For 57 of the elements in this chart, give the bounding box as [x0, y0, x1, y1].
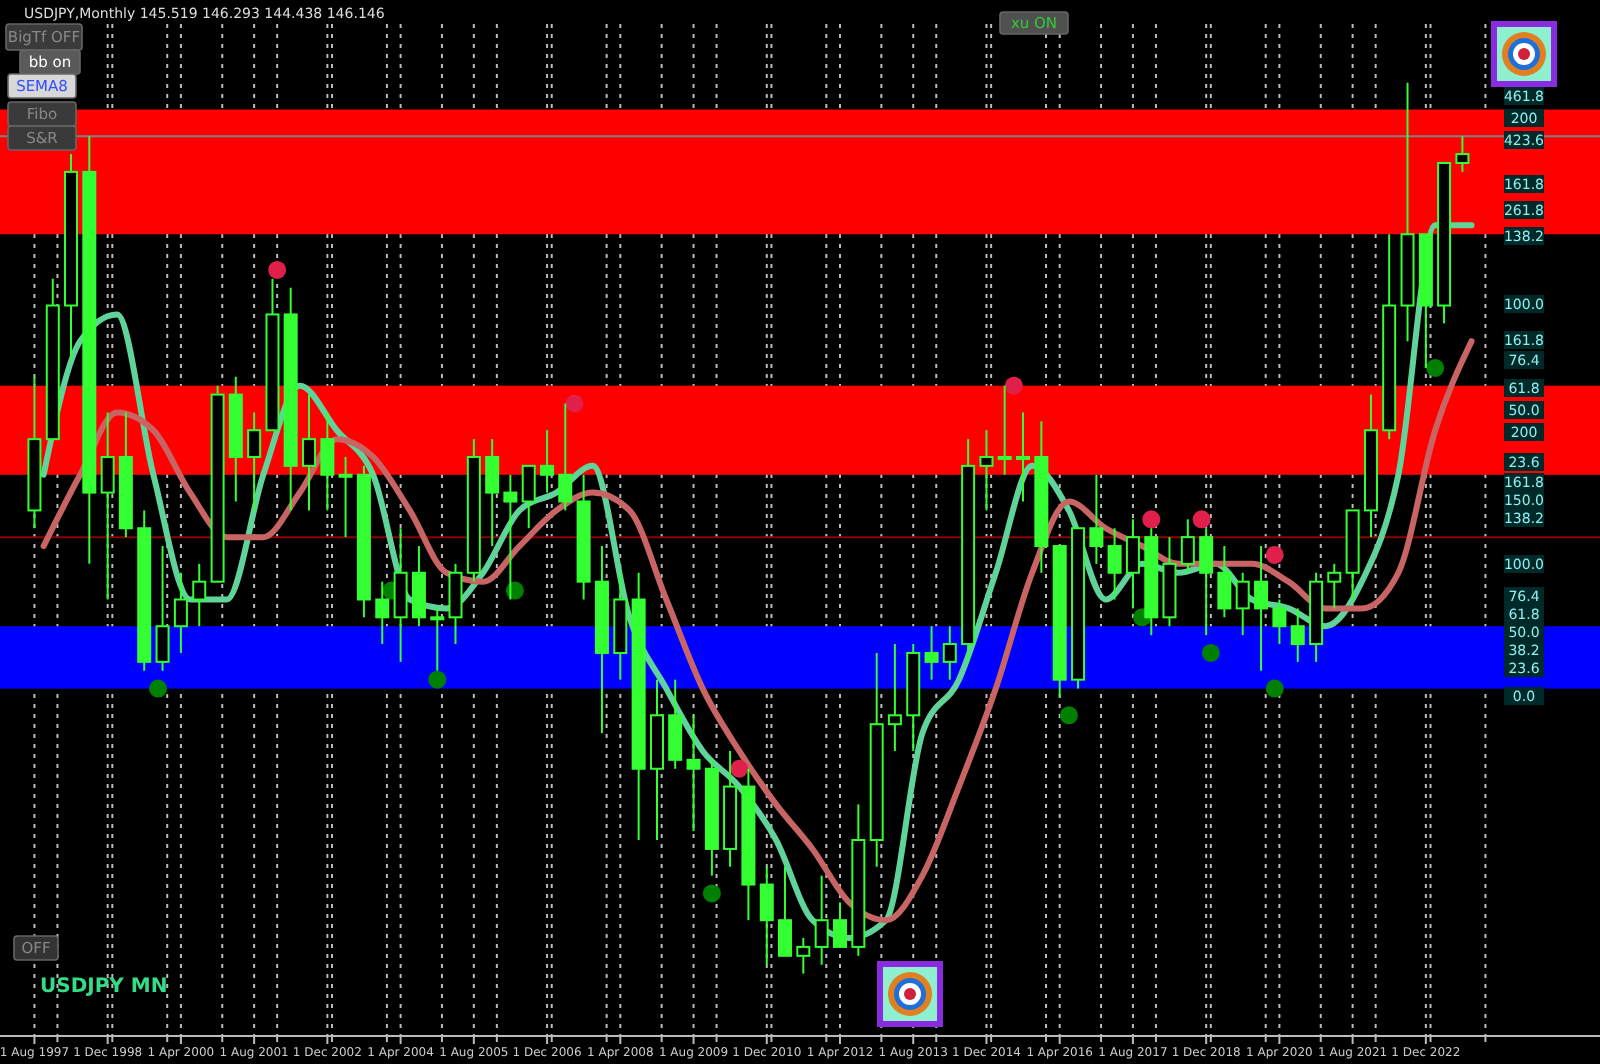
- candlestick: [448, 562, 463, 646]
- candlestick: [247, 411, 262, 512]
- candlestick: [668, 678, 683, 770]
- point: [1201, 643, 1220, 662]
- candlestick: [1327, 562, 1342, 610]
- candlestick: [1217, 545, 1232, 619]
- point: [1142, 510, 1161, 529]
- candlestick: [924, 625, 939, 681]
- candlestick: [1235, 571, 1250, 637]
- point: [730, 759, 749, 778]
- candlestick: [1180, 518, 1195, 574]
- candlestick: [1199, 527, 1214, 637]
- point: [1426, 358, 1445, 377]
- text: USDJPY MN: [40, 976, 168, 998]
- point: [428, 670, 447, 689]
- point: [702, 884, 721, 903]
- candlestick: [979, 429, 994, 512]
- point: [1059, 706, 1078, 725]
- candlestick: [814, 874, 829, 966]
- candlestick: [320, 411, 335, 512]
- candlestick: [796, 937, 811, 975]
- candlestick: [777, 865, 792, 957]
- candlestick: [173, 571, 188, 654]
- candlestick: [338, 455, 353, 539]
- candlestick: [1089, 473, 1104, 565]
- candlestick: [759, 865, 774, 966]
- candlestick: [1272, 598, 1287, 646]
- candlestick: [393, 527, 408, 663]
- candlestick: [521, 464, 536, 530]
- candlestick: [1125, 518, 1140, 610]
- candlestick: [540, 429, 555, 494]
- candlestick: [100, 411, 115, 601]
- candlestick: [942, 625, 957, 681]
- candlestick: [1455, 135, 1470, 173]
- candlestick: [558, 402, 573, 512]
- candlestick: [686, 714, 701, 833]
- candlestick: [887, 643, 902, 752]
- point: [1265, 679, 1284, 698]
- candlestick: [411, 545, 426, 628]
- point: [149, 679, 168, 698]
- candlestick: [1254, 545, 1269, 672]
- candlestick: [1290, 607, 1305, 663]
- candlestick: [155, 545, 170, 672]
- candlestick: [503, 473, 518, 601]
- candlestick: [833, 901, 847, 948]
- candlestick: [1016, 411, 1031, 503]
- candlestick: [192, 562, 207, 628]
- point: [565, 394, 584, 413]
- point: [1265, 545, 1284, 564]
- candlestick: [1107, 527, 1122, 601]
- candlestick: [302, 393, 317, 512]
- point: [268, 260, 287, 279]
- candlestick: [485, 438, 500, 548]
- point: [1004, 376, 1023, 395]
- candlestick: [375, 580, 390, 646]
- candlestick: [997, 384, 1012, 476]
- point: [1192, 510, 1211, 529]
